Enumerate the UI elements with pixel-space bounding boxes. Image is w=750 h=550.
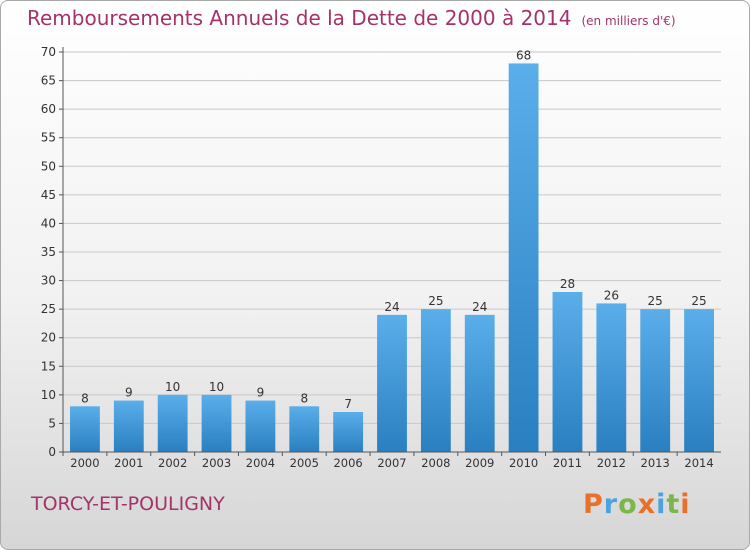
y-tick-label: 20 [41,331,56,345]
logo-letter: t [666,489,681,520]
x-tick-label: 2007 [377,456,406,470]
x-axis-ticks: 2000 2001 2002 2003 2004 2005 2006 2007 2008 2009… [62,452,714,470]
bar-2011 [552,292,583,452]
x-tick-label: 2014 [684,456,713,470]
y-tick-label: 15 [41,359,56,373]
y-tick-label: 55 [41,131,56,145]
bar-2004 [245,400,276,452]
x-tick-label: 2008 [421,456,450,470]
bar-value-label: 25 [691,294,706,308]
x-tick-label: 2006 [333,456,362,470]
bar-value-label: 9 [257,386,265,400]
proxiti-logo: Proxiti [583,489,691,520]
y-tick-label: 30 [41,274,56,288]
y-tick-label: 25 [41,302,56,316]
x-tick-label: 2010 [509,456,538,470]
x-tick-label: 2002 [158,456,187,470]
bar-2005 [289,406,320,452]
bar-value-label: 25 [648,294,663,308]
y-axis-ticks: 0 5 10 15 20 25 30 35 40 45 50 55 60 65 70 [41,45,63,459]
bar-2009 [464,314,495,452]
y-tick-label: 40 [41,216,56,230]
bar-value-label: 68 [516,48,531,62]
bar-2012 [596,303,627,452]
x-tick-label: 2013 [641,456,670,470]
bar-value-label: 25 [428,294,443,308]
bar-value-label: 10 [209,380,224,394]
bar-2014 [684,309,714,452]
bar-2006 [333,412,364,452]
x-tick-label: 2004 [246,456,275,470]
bar-value-label: 10 [165,380,180,394]
y-tick-label: 60 [41,102,56,116]
x-tick-label: 2001 [114,456,143,470]
x-tick-label: 2000 [70,456,99,470]
y-tick-label: 0 [48,445,56,459]
bar-value-label: 8 [300,391,308,405]
y-tick-label: 45 [41,188,56,202]
bar-2010 [508,63,539,453]
x-tick-label: 2012 [597,456,626,470]
x-tick-label: 2005 [290,456,319,470]
y-tick-label: 50 [41,159,56,173]
logo-letter: P [583,489,604,520]
y-tick-label: 5 [48,416,56,430]
bar-2007 [377,314,407,452]
x-tick-label: 2003 [202,456,231,470]
bar-2008 [420,309,451,452]
x-tick-label: 2009 [465,456,494,470]
logo-letter: x [637,489,657,520]
bar-value-label: 28 [560,277,575,291]
bars: 8 9 10 10 9 8 7 24 25 24 68 28 26 25 25 [70,48,714,453]
bar-2003 [201,394,232,452]
axes [62,47,721,453]
chart-title: Remboursements Annuels de la Dette de 20… [27,6,676,30]
logo-letter: o [618,489,638,520]
commune-name: TORCY-ET-POULIGNY [31,493,225,515]
x-tick-label: 2011 [553,456,582,470]
bar-2002 [157,394,188,452]
chart-unit-text: (en milliers d'€) [581,14,676,28]
bar-2000 [70,406,100,452]
logo-letter: i [656,489,667,520]
logo-letter: i [680,489,691,520]
bar-value-label: 24 [472,300,487,314]
y-tick-label: 10 [41,388,56,402]
bar-value-label: 9 [125,386,133,400]
y-tick-label: 65 [41,74,56,88]
y-tick-label: 35 [41,245,56,259]
bar-value-label: 8 [81,391,89,405]
bar-value-label: 7 [344,397,352,411]
bar-value-label: 26 [604,288,619,302]
chart-title-text: Remboursements Annuels de la Dette de 20… [27,6,572,30]
bar-value-label: 24 [384,300,399,314]
bar-2001 [113,400,144,452]
y-tick-label: 70 [41,45,56,59]
logo-letter: r [603,489,619,520]
bar-2013 [640,309,671,452]
